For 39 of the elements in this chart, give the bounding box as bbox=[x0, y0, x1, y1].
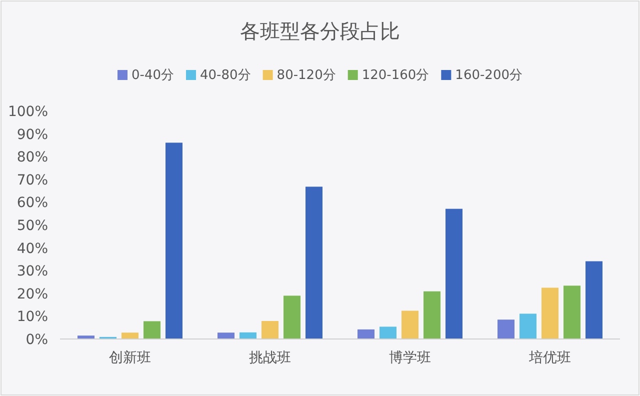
bar bbox=[564, 286, 580, 339]
legend-label: 80-120分 bbox=[276, 68, 336, 83]
bar bbox=[446, 208, 462, 339]
x-tick-label: 博学班 bbox=[389, 350, 431, 366]
bar bbox=[122, 332, 138, 339]
y-tick-label: 20% bbox=[16, 286, 48, 302]
bar bbox=[380, 326, 396, 339]
y-tick-label: 10% bbox=[16, 309, 48, 326]
y-tick-label: 100% bbox=[8, 104, 48, 120]
bar bbox=[262, 320, 278, 339]
y-tick-label: 50% bbox=[16, 218, 48, 234]
x-tick-label: 培优班 bbox=[528, 350, 571, 366]
bar bbox=[284, 296, 300, 339]
y-tick-label: 40% bbox=[16, 240, 48, 257]
bar bbox=[240, 332, 256, 339]
x-tick-label: 创新班 bbox=[109, 350, 151, 366]
x-tick-label: 挑战班 bbox=[249, 350, 291, 366]
y-tick-label: 70% bbox=[16, 172, 48, 188]
y-tick-label: 90% bbox=[16, 126, 48, 143]
bar bbox=[358, 329, 374, 339]
legend-label: 0-40分 bbox=[132, 68, 174, 83]
bar bbox=[166, 142, 182, 339]
y-tick-label: 60% bbox=[16, 195, 48, 212]
bar bbox=[542, 288, 558, 339]
legend-label: 120-160分 bbox=[362, 68, 430, 83]
bar bbox=[306, 186, 322, 339]
bar bbox=[586, 261, 602, 339]
legend-label: 160-200分 bbox=[455, 68, 522, 83]
chart-title: 各班型各分段占比 bbox=[240, 19, 400, 43]
legend-label: 40-80分 bbox=[200, 68, 251, 83]
y-tick-label: 30% bbox=[16, 264, 48, 280]
bar bbox=[520, 314, 536, 339]
y-tick-label: 80% bbox=[16, 150, 48, 166]
bar bbox=[402, 310, 418, 339]
y-tick-label: 0% bbox=[26, 332, 48, 348]
bar bbox=[424, 291, 440, 339]
bar bbox=[144, 321, 160, 339]
bar bbox=[498, 320, 514, 339]
bar bbox=[218, 332, 234, 339]
